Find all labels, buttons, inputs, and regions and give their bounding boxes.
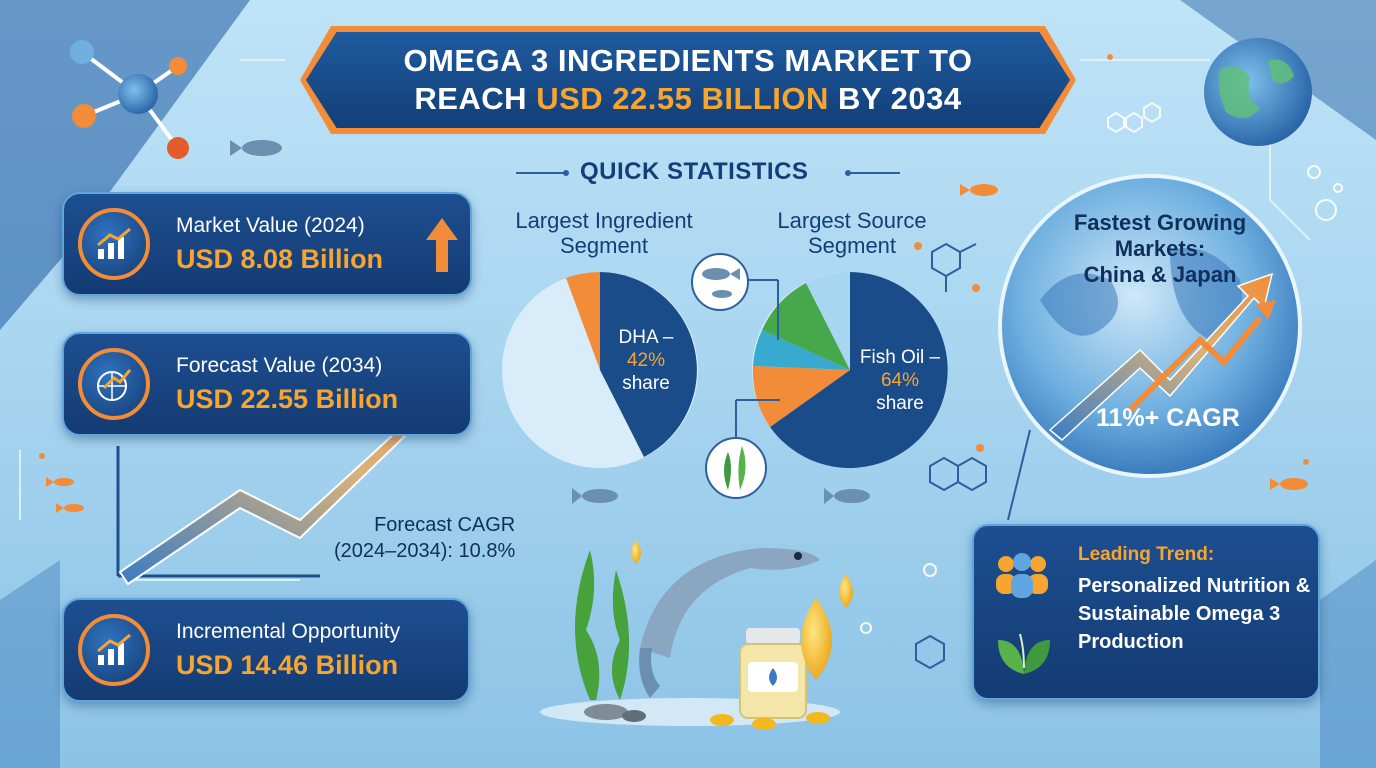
ingredient-segment-title: Largest Ingredient Segment xyxy=(498,208,710,258)
title-line-2-prefix: REACH xyxy=(414,81,537,116)
seaweed-illustration xyxy=(575,550,630,700)
incremental-opportunity-card: Incremental Opportunity USD 14.46 Billio… xyxy=(62,598,470,702)
fastest-markets-line-1: Fastest Growing xyxy=(1073,210,1247,235)
market-value-card: Market Value (2024) USD 8.08 Billion xyxy=(62,192,472,296)
bar-chart-icon xyxy=(78,208,150,280)
incremental-opportunity-amount: USD 14.46 Billion xyxy=(176,650,399,680)
fastest-markets-line-3: China & Japan xyxy=(1083,262,1237,287)
source-pie-label-suffix: share xyxy=(876,393,924,414)
people-group-icon xyxy=(996,553,1048,598)
forecast-cagr-line-1: Forecast CAGR xyxy=(374,514,516,536)
forecast-value-label: Forecast Value (2034) xyxy=(176,354,383,377)
world-globe xyxy=(998,174,1302,478)
molecule-icon xyxy=(70,40,189,159)
globe-growth-icon xyxy=(78,348,150,420)
ingredient-pie-label-pct: 42% xyxy=(626,350,666,371)
ingredient-pie-label: DHA – 42% share xyxy=(608,326,684,395)
forecast-value-amount: USD 22.55 Billion xyxy=(176,384,399,414)
source-segment-title-line-2: Segment xyxy=(807,233,897,258)
salmon-illustration xyxy=(639,548,820,698)
source-pie-chart xyxy=(752,272,948,468)
quick-statistics-heading: QUICK STATISTICS xyxy=(580,158,809,185)
leading-trend-label: Leading Trend: xyxy=(1078,544,1215,565)
title-highlight: USD 22.55 BILLION xyxy=(536,81,829,116)
seaweed-icon xyxy=(705,437,767,499)
title-line-1: OMEGA 3 INGREDIENTS MARKET TO xyxy=(403,43,973,78)
ingredient-pie-label-suffix: share xyxy=(622,373,670,394)
ingredient-pie-chart xyxy=(502,271,698,468)
source-pie-label-pct: 64% xyxy=(880,370,920,391)
title-line-2-suffix: BY 2034 xyxy=(828,81,962,116)
source-segment-title-line-1: Largest Source xyxy=(777,208,927,233)
leaf-sustainability-icon xyxy=(998,633,1050,674)
ingredient-segment-title-line-1: Largest Ingredient xyxy=(515,208,693,233)
forecast-cagr-line-2: (2024–2034): 10.8% xyxy=(334,540,516,562)
source-pie-label: Fish Oil – 64% share xyxy=(852,346,948,415)
title-line-2: REACH USD 22.55 BILLION BY 2034 xyxy=(414,80,961,118)
source-segment-title: Largest Source Segment xyxy=(752,208,952,258)
up-arrow-icon xyxy=(426,218,458,272)
title-banner: OMEGA 3 INGREDIENTS MARKET TO REACH USD … xyxy=(300,26,1076,134)
bar-chart-icon xyxy=(78,614,150,686)
forecast-value-card: Forecast Value (2034) USD 22.55 Billion xyxy=(62,332,472,436)
fish-icon xyxy=(691,253,749,311)
fastest-markets-cagr: 11%+ CAGR xyxy=(1096,404,1240,432)
market-value-label: Market Value (2024) xyxy=(176,214,365,237)
leading-trend-card: Leading Trend: Personalized Nutrition & … xyxy=(972,524,1320,700)
fastest-markets-title: Fastest Growing Markets: China & Japan xyxy=(1040,210,1280,288)
source-pie-label-name: Fish Oil – xyxy=(859,347,941,368)
supplement-bottle-icon xyxy=(739,628,807,719)
fastest-markets-line-2: Markets: xyxy=(1114,236,1206,261)
ingredient-pie-label-name: DHA – xyxy=(618,327,674,348)
forecast-cagr: Forecast CAGR (2024–2034): 10.8% xyxy=(334,512,515,564)
leading-trend-text: Personalized Nutrition & Sustainable Ome… xyxy=(1078,575,1311,653)
oil-drop-icon xyxy=(801,598,832,680)
incremental-opportunity-label: Incremental Opportunity xyxy=(176,620,401,643)
ingredient-segment-title-line-2: Segment xyxy=(559,233,649,258)
market-value-amount: USD 8.08 Billion xyxy=(176,244,384,274)
